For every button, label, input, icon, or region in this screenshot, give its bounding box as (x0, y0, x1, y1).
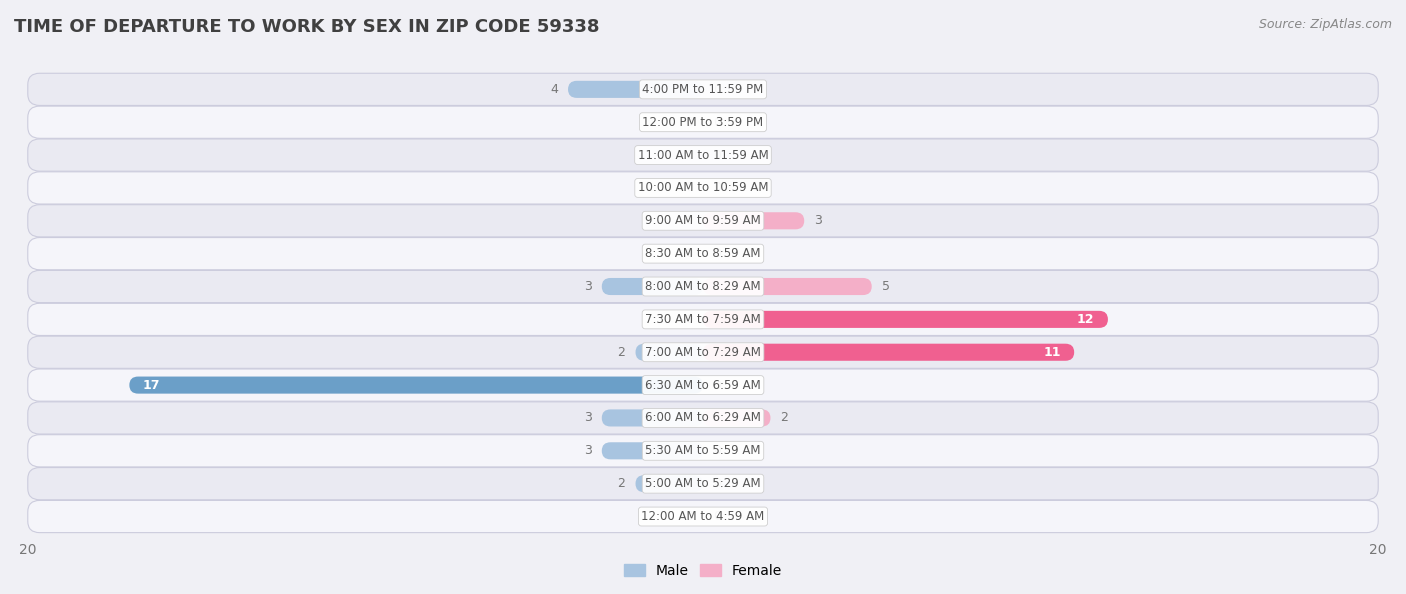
FancyBboxPatch shape (703, 212, 804, 229)
Text: 0: 0 (713, 477, 721, 490)
Text: 5: 5 (882, 280, 890, 293)
Text: 4: 4 (550, 83, 558, 96)
FancyBboxPatch shape (602, 443, 703, 459)
Text: 0: 0 (685, 214, 693, 228)
FancyBboxPatch shape (129, 377, 703, 394)
FancyBboxPatch shape (28, 304, 1378, 336)
Text: 17: 17 (143, 378, 160, 391)
FancyBboxPatch shape (28, 106, 1378, 138)
FancyBboxPatch shape (636, 475, 703, 492)
Text: 0: 0 (713, 378, 721, 391)
Legend: Male, Female: Male, Female (619, 558, 787, 583)
Text: 0: 0 (685, 148, 693, 162)
FancyBboxPatch shape (703, 344, 1074, 361)
Text: 0: 0 (713, 247, 721, 260)
Text: 5:30 AM to 5:59 AM: 5:30 AM to 5:59 AM (645, 444, 761, 457)
Text: 4:00 PM to 11:59 PM: 4:00 PM to 11:59 PM (643, 83, 763, 96)
Text: 0: 0 (685, 181, 693, 194)
Text: 0: 0 (713, 181, 721, 194)
Text: 0: 0 (685, 247, 693, 260)
Text: 0: 0 (713, 83, 721, 96)
FancyBboxPatch shape (28, 402, 1378, 434)
Text: 3: 3 (814, 214, 823, 228)
Text: 5:00 AM to 5:29 AM: 5:00 AM to 5:29 AM (645, 477, 761, 490)
Text: 2: 2 (617, 346, 626, 359)
Text: 6:00 AM to 6:29 AM: 6:00 AM to 6:29 AM (645, 412, 761, 425)
Text: 7:30 AM to 7:59 AM: 7:30 AM to 7:59 AM (645, 313, 761, 326)
FancyBboxPatch shape (28, 336, 1378, 368)
Text: 3: 3 (583, 280, 592, 293)
Text: 10:00 AM to 10:59 AM: 10:00 AM to 10:59 AM (638, 181, 768, 194)
Text: 9:00 AM to 9:59 AM: 9:00 AM to 9:59 AM (645, 214, 761, 228)
Text: 3: 3 (583, 444, 592, 457)
Text: 12: 12 (1077, 313, 1094, 326)
Text: 7:00 AM to 7:29 AM: 7:00 AM to 7:29 AM (645, 346, 761, 359)
FancyBboxPatch shape (28, 172, 1378, 204)
Text: 11:00 AM to 11:59 AM: 11:00 AM to 11:59 AM (638, 148, 768, 162)
Text: 0: 0 (685, 510, 693, 523)
FancyBboxPatch shape (28, 139, 1378, 171)
FancyBboxPatch shape (703, 409, 770, 426)
Text: 3: 3 (583, 412, 592, 425)
Text: 2: 2 (780, 412, 789, 425)
Text: 8:00 AM to 8:29 AM: 8:00 AM to 8:29 AM (645, 280, 761, 293)
FancyBboxPatch shape (703, 278, 872, 295)
FancyBboxPatch shape (28, 435, 1378, 467)
FancyBboxPatch shape (28, 369, 1378, 401)
Text: 2: 2 (617, 477, 626, 490)
Text: 0: 0 (685, 116, 693, 129)
FancyBboxPatch shape (28, 205, 1378, 237)
FancyBboxPatch shape (28, 467, 1378, 500)
FancyBboxPatch shape (28, 500, 1378, 533)
FancyBboxPatch shape (602, 409, 703, 426)
Text: 0: 0 (713, 510, 721, 523)
FancyBboxPatch shape (568, 81, 703, 98)
Text: 12:00 AM to 4:59 AM: 12:00 AM to 4:59 AM (641, 510, 765, 523)
FancyBboxPatch shape (602, 278, 703, 295)
Text: 0: 0 (685, 313, 693, 326)
FancyBboxPatch shape (28, 238, 1378, 270)
FancyBboxPatch shape (703, 311, 1108, 328)
Text: 0: 0 (713, 148, 721, 162)
FancyBboxPatch shape (636, 344, 703, 361)
Text: 11: 11 (1043, 346, 1060, 359)
Text: TIME OF DEPARTURE TO WORK BY SEX IN ZIP CODE 59338: TIME OF DEPARTURE TO WORK BY SEX IN ZIP … (14, 18, 599, 36)
FancyBboxPatch shape (28, 73, 1378, 106)
Text: 0: 0 (713, 116, 721, 129)
FancyBboxPatch shape (28, 270, 1378, 302)
Text: Source: ZipAtlas.com: Source: ZipAtlas.com (1258, 18, 1392, 31)
Text: 0: 0 (713, 444, 721, 457)
Text: 12:00 PM to 3:59 PM: 12:00 PM to 3:59 PM (643, 116, 763, 129)
Text: 6:30 AM to 6:59 AM: 6:30 AM to 6:59 AM (645, 378, 761, 391)
Text: 8:30 AM to 8:59 AM: 8:30 AM to 8:59 AM (645, 247, 761, 260)
